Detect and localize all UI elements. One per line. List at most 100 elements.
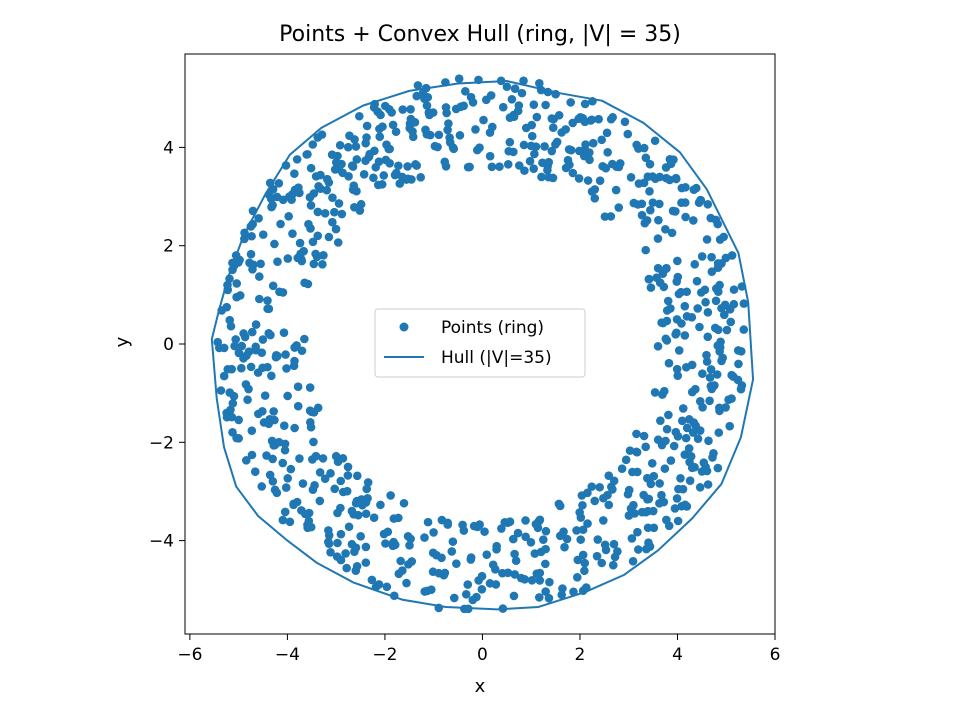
scatter-point: [254, 272, 264, 281]
scatter-point: [337, 209, 347, 219]
scatter-point: [568, 118, 578, 128]
scatter-point: [510, 570, 520, 579]
scatter-point: [633, 545, 643, 554]
scatter-point: [677, 198, 686, 208]
scatter-point: [219, 371, 229, 381]
scatter-point: [461, 87, 470, 96]
scatter-point: [306, 422, 316, 432]
scatter-point: [657, 490, 666, 500]
scatter-point: [247, 426, 257, 436]
scatter-point: [703, 480, 713, 489]
scatter-point: [650, 388, 660, 397]
scatter-point: [713, 219, 723, 229]
scatter-point: [429, 528, 438, 537]
scatter-point: [272, 488, 282, 498]
scatter-point: [416, 172, 426, 182]
scatter-point: [324, 526, 333, 535]
scatter-point: [254, 214, 263, 223]
scatter-point: [495, 162, 504, 171]
scatter-point: [222, 302, 231, 312]
scatter-point: [315, 468, 325, 477]
scatter-point: [397, 172, 407, 182]
scatter-point: [642, 216, 652, 225]
scatter-point: [267, 371, 276, 381]
scatter-point: [288, 189, 297, 199]
scatter-point: [385, 158, 395, 168]
scatter-point: [685, 476, 695, 485]
scatter-point: [557, 590, 567, 600]
scatter-point: [693, 434, 703, 444]
scatter-point: [367, 575, 377, 585]
scatter-point: [610, 552, 620, 562]
scatter-point: [327, 150, 337, 159]
scatter-point: [354, 111, 364, 121]
scatter-point: [326, 547, 335, 557]
scatter-point: [295, 238, 305, 248]
scatter-point: [308, 237, 318, 247]
scatter-point: [676, 474, 685, 483]
scatter-point: [532, 112, 542, 122]
scatter-point: [318, 259, 327, 269]
scatter-point: [391, 127, 401, 137]
scatter-point: [313, 207, 323, 217]
scatter-point: [559, 527, 568, 536]
scatter-point: [526, 141, 536, 151]
scatter-point: [455, 131, 465, 140]
scatter-point: [443, 125, 452, 135]
scatter-point: [353, 471, 362, 481]
scatter-point: [503, 159, 513, 169]
scatter-point: [440, 157, 450, 167]
scatter-point: [527, 576, 537, 585]
scatter-point: [251, 320, 261, 329]
scatter-point: [282, 364, 291, 373]
x-tick-label: 6: [770, 645, 781, 665]
y-tick-label: 0: [163, 335, 174, 355]
scatter-point: [328, 217, 337, 227]
scatter-point: [655, 499, 664, 508]
scatter-point: [548, 123, 558, 132]
scatter-point: [702, 350, 711, 360]
y-tick-label: −4: [149, 532, 174, 552]
scatter-point: [279, 328, 289, 337]
scatter-point: [577, 491, 587, 500]
scatter-point: [625, 446, 635, 455]
x-tick-label: 2: [575, 645, 586, 665]
scatter-point: [322, 185, 332, 195]
scatter-point: [566, 98, 575, 107]
scatter-point: [343, 471, 353, 480]
scatter-point: [373, 107, 383, 117]
scatter-point: [572, 572, 582, 582]
scatter-point: [352, 496, 362, 506]
legend: Points (ring) Hull (|V|=35): [374, 308, 586, 378]
scatter-point: [646, 205, 655, 215]
scatter-point: [632, 429, 641, 439]
scatter-point: [708, 453, 717, 462]
scatter-point: [627, 534, 637, 543]
scatter-point: [324, 232, 334, 242]
scatter-point: [594, 114, 603, 124]
scatter-point: [672, 364, 682, 374]
scatter-point: [444, 119, 453, 128]
scatter-point: [552, 137, 562, 147]
scatter-point: [590, 194, 600, 203]
scatter-point: [509, 112, 519, 121]
scatter-point: [521, 516, 530, 525]
scatter-point: [705, 396, 714, 406]
scatter-point: [595, 482, 605, 492]
scatter-point: [677, 416, 687, 426]
scatter-point: [684, 415, 694, 424]
scatter-point: [351, 142, 361, 151]
scatter-point: [234, 415, 243, 425]
scatter-point: [646, 283, 656, 292]
scatter-point: [671, 330, 680, 339]
scatter-point: [227, 364, 237, 374]
scatter-point: [356, 532, 365, 541]
scatter-point: [274, 179, 284, 188]
scatter-point: [306, 201, 316, 210]
scatter-point: [278, 515, 288, 525]
scatter-point: [246, 249, 256, 259]
scatter-point: [729, 299, 739, 309]
scatter-point: [305, 383, 315, 392]
scatter-point: [388, 539, 398, 548]
scatter-point: [347, 506, 357, 516]
